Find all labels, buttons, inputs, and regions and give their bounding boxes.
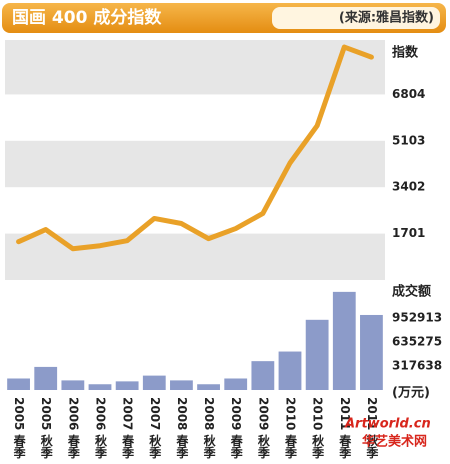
watermark-site: Artworld.cn bbox=[344, 417, 431, 432]
y-tick-label: 3402 bbox=[392, 180, 425, 194]
x-tick-label: 2007 春季 bbox=[121, 397, 135, 459]
y-axis-label: 成交额 bbox=[392, 284, 431, 300]
x-tick-label: 2010 春季 bbox=[284, 397, 298, 459]
x-tick-label: 2005 春季 bbox=[12, 397, 26, 459]
grid-band bbox=[5, 140, 385, 188]
x-tick-label: 2005 秋季 bbox=[39, 397, 53, 459]
y-tick-label: 317638 bbox=[392, 358, 442, 372]
x-tick-label: 2011 秋季 bbox=[365, 397, 379, 459]
bar bbox=[278, 351, 302, 390]
bar bbox=[305, 319, 329, 390]
y-tick-label: 5103 bbox=[392, 133, 425, 147]
bar bbox=[197, 384, 220, 390]
x-tick-label: 2008 春季 bbox=[175, 397, 189, 459]
bar bbox=[115, 381, 139, 390]
x-tick-label: 2009 秋季 bbox=[256, 397, 270, 459]
x-tick-label: 2011 春季 bbox=[338, 397, 352, 459]
x-tick-label: 2009 春季 bbox=[229, 397, 243, 459]
bar bbox=[142, 375, 166, 390]
bar bbox=[7, 378, 30, 390]
y-tick-label: 1701 bbox=[392, 226, 425, 240]
grid-band bbox=[5, 233, 385, 280]
x-tick-label: 2007 秋季 bbox=[148, 397, 162, 459]
watermark-name: 华艺美术网 bbox=[362, 434, 427, 450]
x-tick-label: 2008 秋季 bbox=[202, 397, 216, 459]
y-axis-label: 指数 bbox=[392, 45, 419, 61]
chart-title: 国画 400 成分指数 bbox=[12, 7, 162, 28]
bar bbox=[332, 291, 356, 390]
x-tick-label: 2010 秋季 bbox=[311, 397, 325, 459]
x-tick-label: 2006 秋季 bbox=[94, 397, 108, 459]
source-box bbox=[272, 7, 440, 29]
y-tick-label: 6804 bbox=[392, 87, 425, 101]
chart-subtitle: (来源:雅昌指数) bbox=[339, 10, 434, 26]
bar bbox=[170, 380, 193, 390]
unit-label: (万元) bbox=[392, 386, 430, 401]
bar bbox=[88, 384, 112, 390]
bar bbox=[224, 378, 248, 390]
y-tick-label: 952913 bbox=[392, 310, 442, 324]
bar bbox=[61, 380, 85, 390]
grid-band bbox=[5, 40, 385, 95]
index-line bbox=[16, 44, 374, 252]
y-tick-label: 635275 bbox=[392, 334, 442, 348]
bar bbox=[251, 361, 275, 390]
x-tick-label: 2006 春季 bbox=[66, 397, 80, 459]
bar bbox=[34, 366, 58, 390]
bar bbox=[360, 314, 383, 390]
